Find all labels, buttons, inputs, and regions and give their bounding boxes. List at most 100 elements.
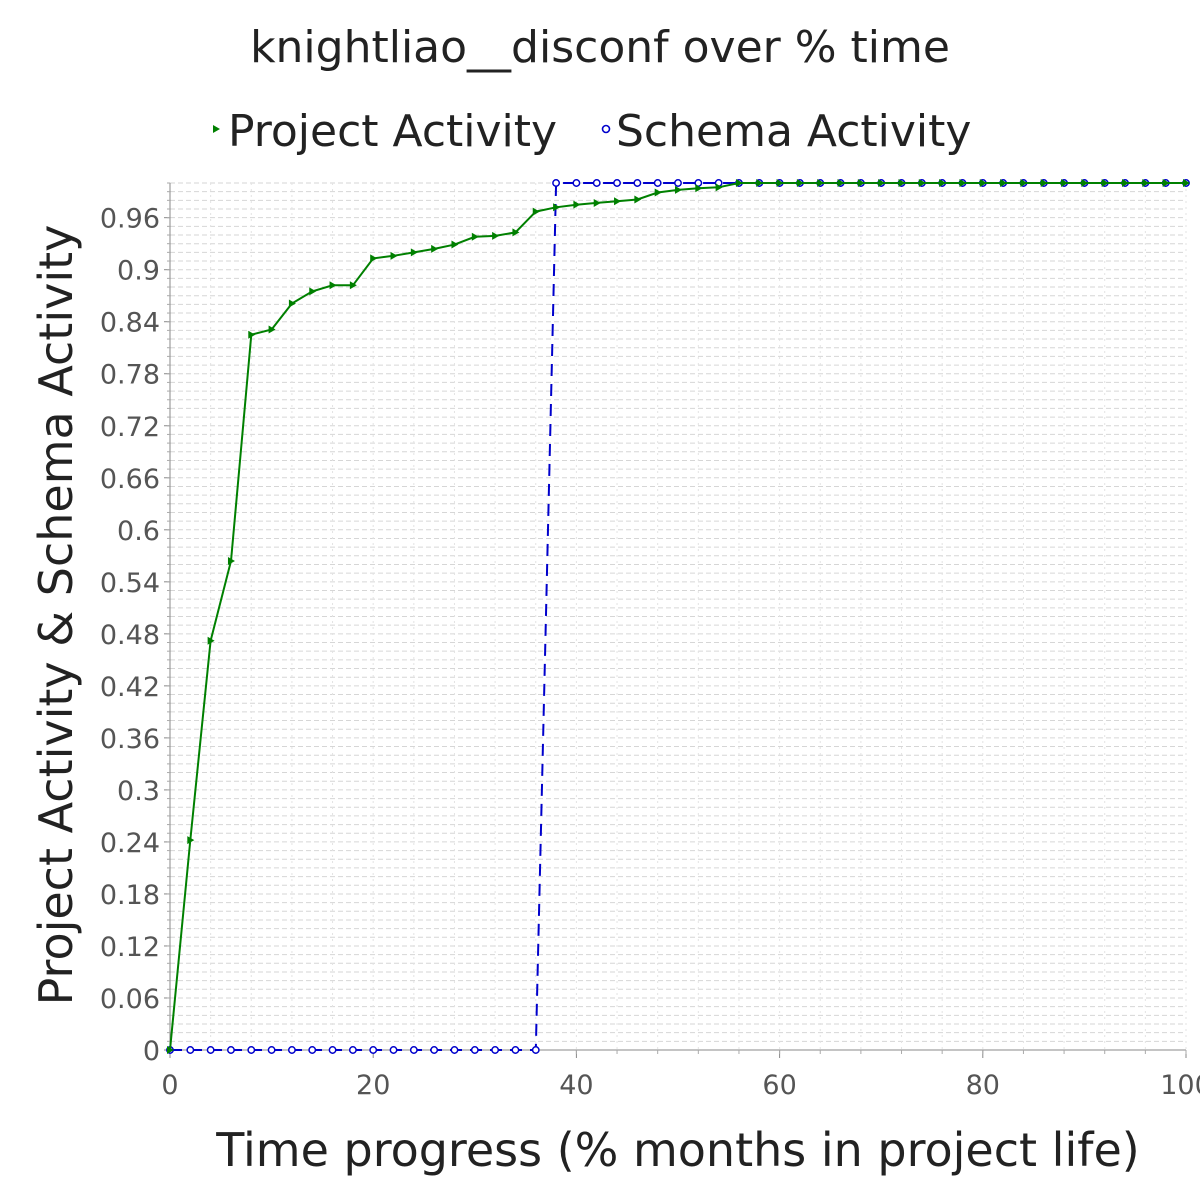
y-tick-label: 0.54 — [100, 568, 160, 599]
point-project-activity — [776, 179, 784, 187]
plot-area — [166, 179, 1190, 1054]
x-tick-label: 0 — [161, 1070, 178, 1101]
point-schema-activity — [674, 179, 682, 187]
x-tick-label: 60 — [762, 1070, 796, 1101]
y-axis-title: Project Activity & Schema Activity — [29, 225, 83, 1006]
point-project-activity — [410, 248, 418, 257]
point-project-activity — [837, 179, 845, 187]
point-project-activity — [207, 636, 215, 645]
legend: Project Activity Schema Activity — [213, 106, 971, 157]
point-schema-activity — [450, 1046, 459, 1054]
y-tick-label: 0.9 — [117, 256, 160, 287]
point-schema-activity — [531, 1046, 540, 1054]
point-schema-activity — [206, 1046, 215, 1054]
point-schema-activity — [491, 1046, 500, 1054]
point-schema-activity — [470, 1046, 479, 1054]
y-tick-label: 0.84 — [100, 308, 160, 339]
point-project-activity — [614, 197, 622, 206]
point-project-activity — [532, 207, 540, 216]
point-project-activity — [593, 198, 601, 207]
point-project-activity — [695, 184, 703, 193]
point-project-activity — [390, 251, 398, 260]
point-project-activity — [329, 281, 337, 290]
series-line-schema-activity — [170, 182, 1186, 1051]
point-schema-activity — [308, 1046, 317, 1054]
point-schema-activity — [328, 1046, 337, 1054]
point-project-activity — [796, 179, 804, 187]
point-project-activity — [248, 330, 256, 339]
y-tick-label: 0.12 — [100, 932, 160, 963]
y-tick-label: 0.42 — [100, 672, 160, 703]
point-project-activity — [471, 232, 479, 241]
point-schema-activity — [267, 1046, 276, 1054]
point-schema-activity — [369, 1046, 378, 1054]
x-tick-label: 40 — [559, 1070, 593, 1101]
point-project-activity — [634, 195, 642, 204]
point-schema-activity — [613, 179, 621, 187]
y-tick-label: 0.3 — [117, 776, 160, 807]
legend-label-schema-activity: Schema Activity — [616, 106, 971, 157]
point-schema-activity — [552, 179, 561, 187]
point-project-activity — [939, 179, 947, 187]
point-project-activity — [553, 203, 561, 212]
point-project-activity — [898, 179, 906, 187]
legend-label-project-activity: Project Activity — [228, 106, 557, 157]
point-schema-activity — [348, 1046, 357, 1054]
point-project-activity — [309, 287, 317, 296]
point-project-activity — [268, 325, 276, 334]
point-schema-activity — [227, 1046, 235, 1054]
point-project-activity — [715, 183, 723, 192]
point-project-activity — [959, 179, 967, 187]
x-axis-title: Time progress (% months in project life) — [215, 1123, 1139, 1177]
point-project-activity — [370, 254, 378, 263]
point-project-activity — [1061, 179, 1069, 187]
point-project-activity — [1020, 179, 1028, 187]
point-project-activity — [1081, 179, 1089, 187]
legend-marker-schema-activity — [601, 124, 611, 134]
point-project-activity — [654, 188, 662, 197]
point-project-activity — [431, 244, 439, 253]
point-project-activity — [167, 1046, 174, 1054]
point-project-activity — [451, 240, 459, 249]
point-project-activity — [857, 179, 865, 187]
x-tick-label: 20 — [356, 1070, 390, 1101]
point-project-activity — [817, 179, 825, 187]
point-project-activity — [512, 228, 520, 237]
y-tick-label: 0 — [143, 1036, 160, 1067]
point-schema-activity — [653, 179, 662, 187]
point-schema-activity — [572, 179, 581, 187]
point-schema-activity — [247, 1046, 256, 1054]
point-project-activity — [918, 179, 926, 187]
y-tick-label: 0.48 — [100, 620, 160, 651]
point-project-activity — [1101, 179, 1109, 187]
point-schema-activity — [430, 1046, 439, 1054]
x-tick-label: 100 — [1160, 1070, 1200, 1101]
point-project-activity — [1122, 179, 1130, 187]
point-project-activity — [288, 299, 296, 308]
y-tick-label: 0.24 — [100, 828, 160, 859]
point-schema-activity — [592, 179, 601, 187]
point-project-activity — [1000, 179, 1008, 187]
point-schema-activity — [389, 1046, 398, 1054]
point-project-activity — [1040, 179, 1048, 187]
point-schema-activity — [186, 1046, 195, 1054]
y-tick-label: 0.66 — [100, 464, 160, 495]
x-tick-label: 80 — [966, 1070, 1000, 1101]
y-tick-label: 0.78 — [100, 360, 160, 391]
point-schema-activity — [511, 1046, 520, 1054]
point-project-activity — [187, 836, 195, 845]
point-project-activity — [1162, 179, 1170, 187]
y-tick-label: 0.36 — [100, 724, 160, 755]
point-project-activity — [227, 557, 235, 566]
point-project-activity — [1183, 179, 1190, 187]
point-project-activity — [756, 179, 764, 187]
grid — [169, 182, 1187, 1051]
ticks: 0 0.06 0.12 0.18 0.24 0.3 0.36 0.42 0.48 0.54 0.6 0… — [100, 182, 1200, 1101]
legend-marker-project-activity — [213, 125, 220, 133]
y-tick-label: 0.6 — [117, 516, 160, 547]
y-tick-label: 0.72 — [100, 412, 160, 443]
point-project-activity — [878, 179, 886, 187]
point-project-activity — [573, 200, 581, 209]
point-schema-activity — [287, 1046, 296, 1054]
